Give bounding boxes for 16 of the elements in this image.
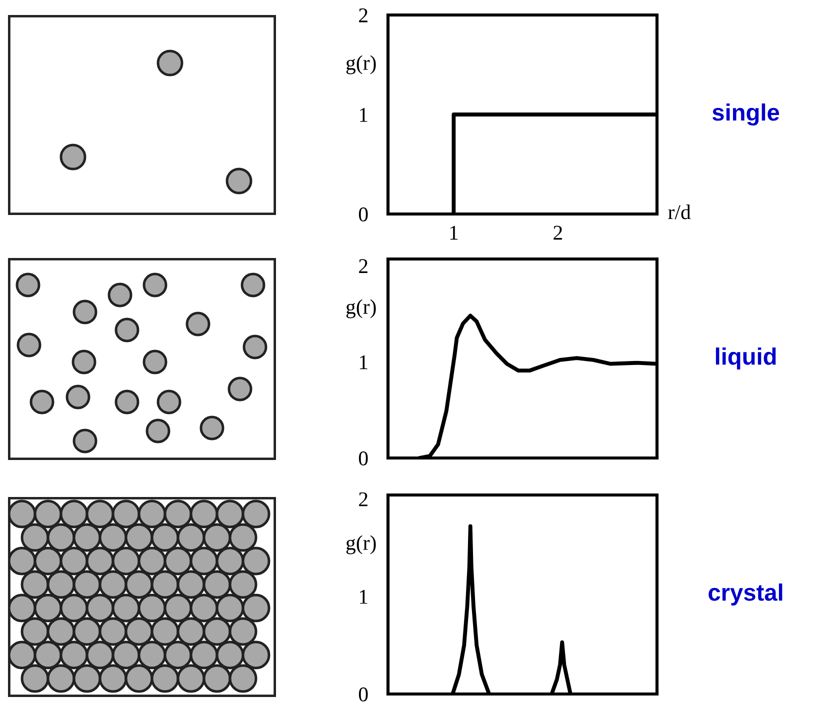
- y-tick-label: 0: [358, 451, 368, 466]
- text: liquid: [716, 347, 776, 370]
- y-tick-label: 0: [358, 687, 368, 702]
- y-axis-title: g(r): [346, 55, 376, 74]
- y-axis-title: g(r): [346, 535, 376, 554]
- y-tick-label: 1: [360, 108, 368, 122]
- y-axis-title: g(r): [346, 299, 376, 318]
- y-tick-label: 1: [360, 355, 368, 370]
- text: crystal: [708, 583, 782, 606]
- y-tick-label: 0: [358, 207, 368, 222]
- text: single: [712, 103, 780, 126]
- y-tick-label: 2: [359, 8, 368, 22]
- y-tick-label: 2: [359, 259, 368, 273]
- y-tick-label: 1: [360, 590, 368, 604]
- y-tick-label: 2: [359, 492, 368, 506]
- x-axis-title: r/d: [668, 204, 691, 220]
